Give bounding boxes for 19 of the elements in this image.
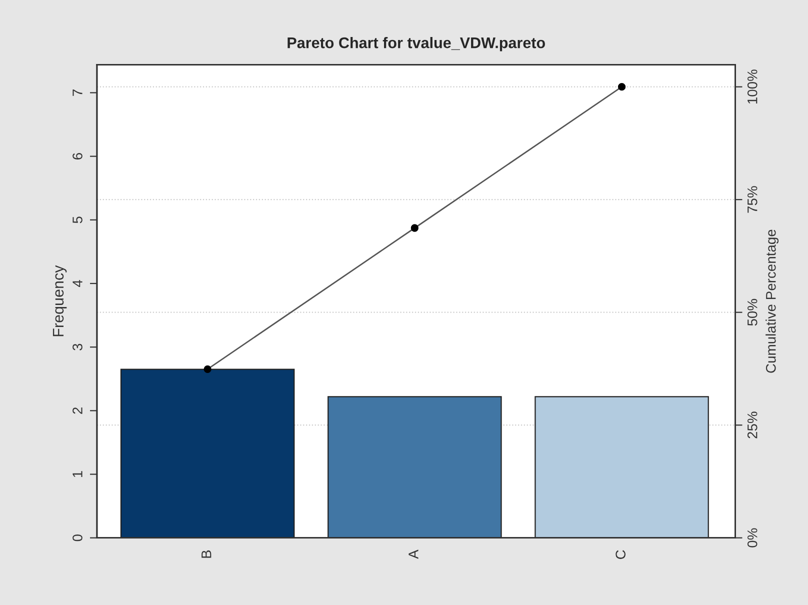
y2-tick-label: 25% — [747, 412, 758, 438]
y-tick-label: 3 — [72, 344, 82, 350]
chart-title: Pareto Chart for tvalue_VDW.pareto — [288, 36, 545, 52]
y-tick-label: 1 — [72, 471, 82, 478]
y2-tick-label: 75% — [748, 186, 758, 213]
y-tick-label: 7 — [72, 90, 82, 96]
x-tick-label: B — [202, 550, 212, 558]
y-tick-label: 4 — [72, 280, 82, 288]
x-tick-label: A — [408, 550, 418, 559]
x-tick-label: C — [616, 550, 626, 559]
y2-tick-label: 100% — [747, 70, 758, 104]
y2-axis-title: Cumulative Percentage — [766, 230, 779, 373]
y-tick-label: 2 — [72, 408, 82, 414]
y2-tick-label: 50% — [747, 298, 758, 326]
y-axis-title: Frequency — [52, 265, 67, 336]
y-tick-label: 0 — [72, 534, 82, 542]
y-tick-label: 6 — [72, 153, 82, 160]
y-tick-label: 5 — [72, 216, 82, 224]
y2-tick-label: 0% — [747, 528, 758, 548]
